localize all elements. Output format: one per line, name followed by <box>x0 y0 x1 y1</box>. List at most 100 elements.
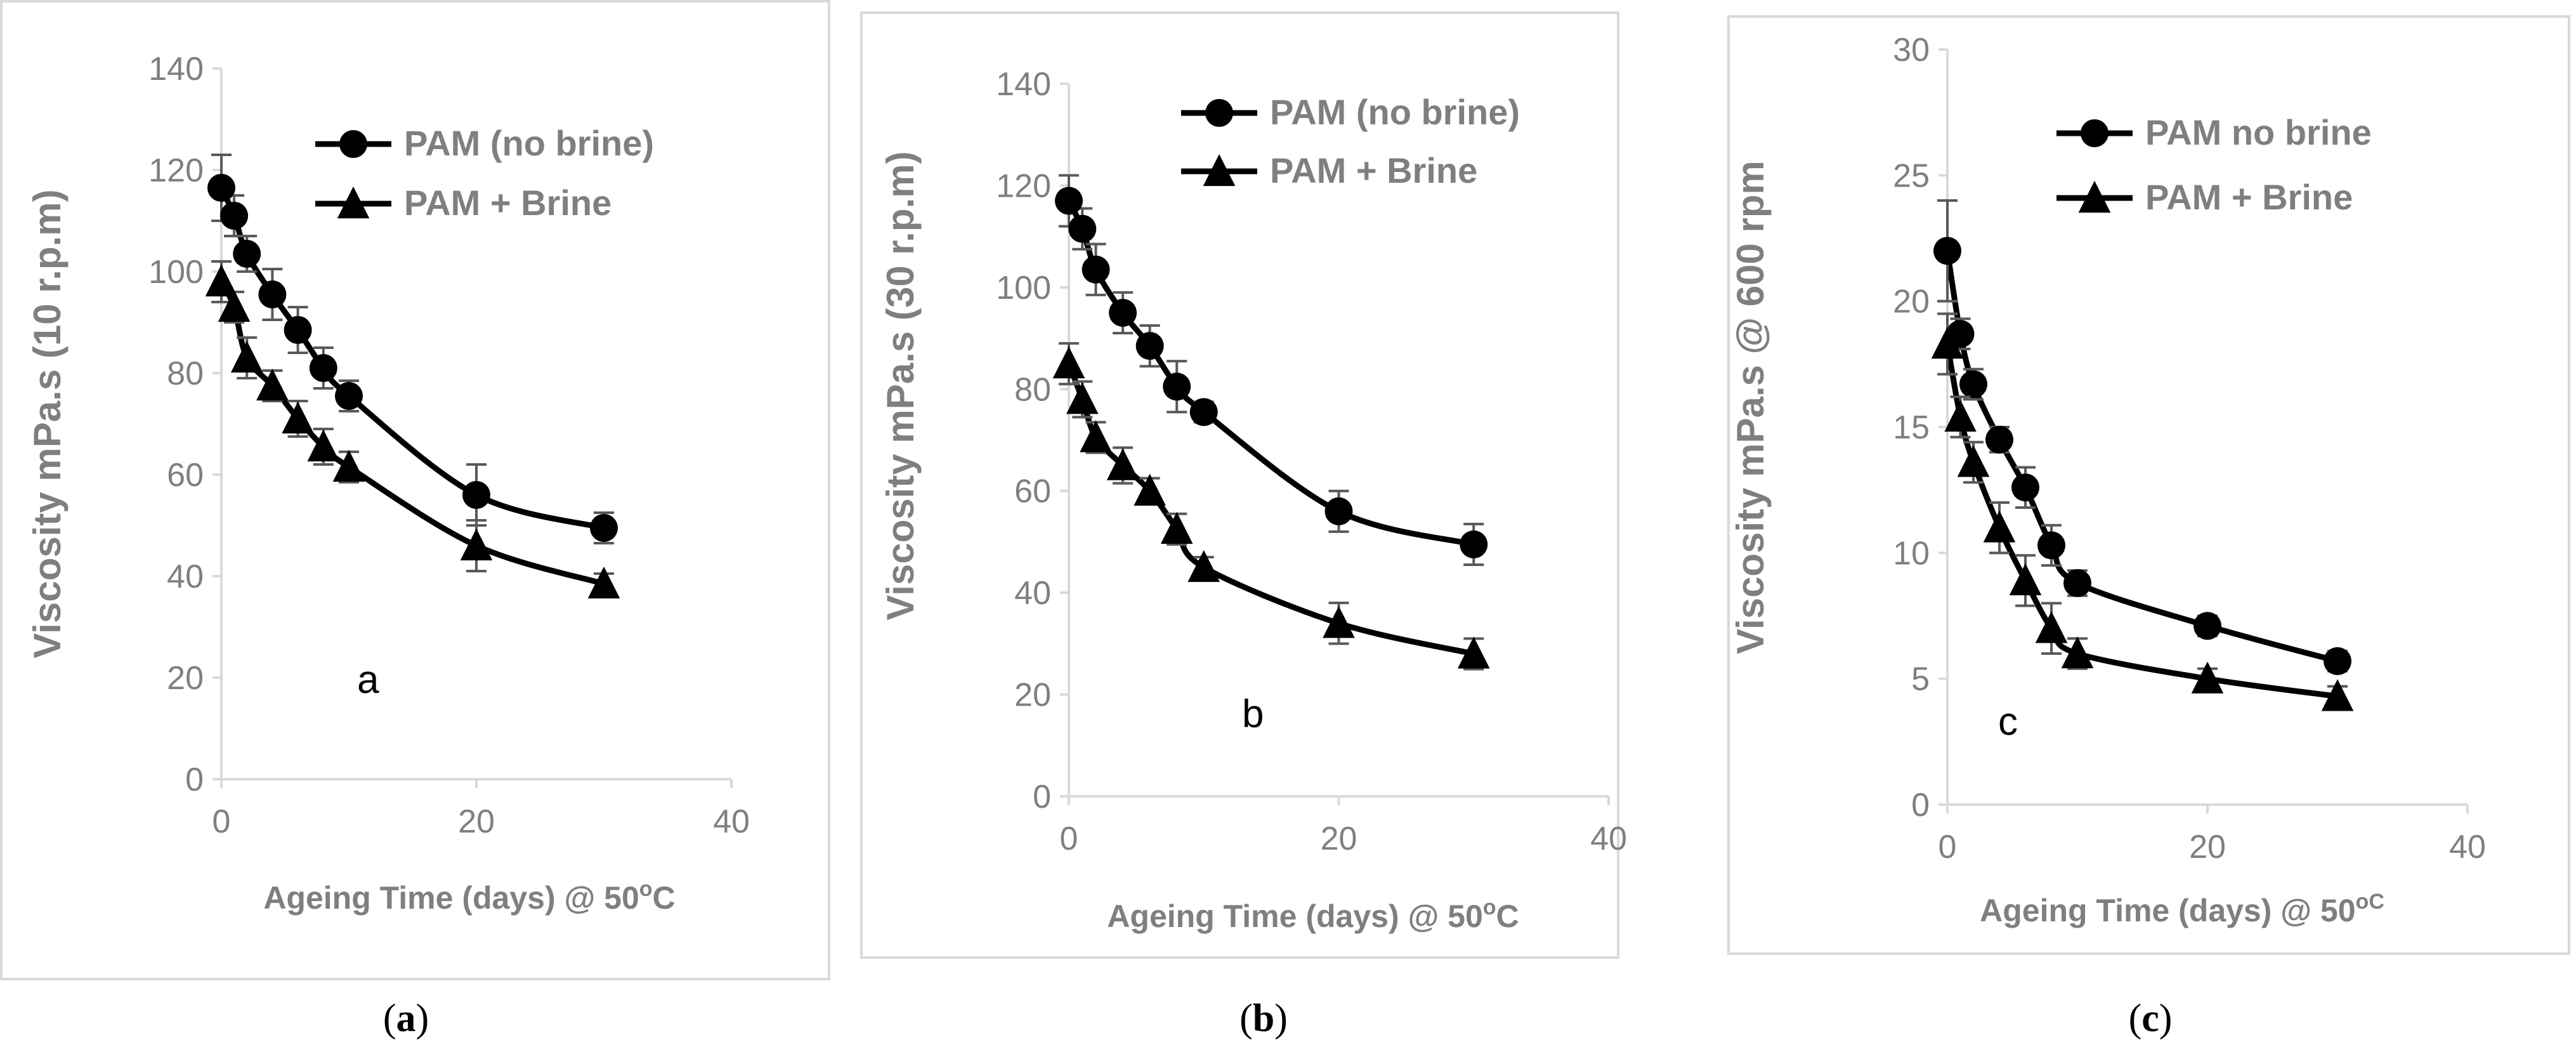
data-point <box>1959 370 1987 398</box>
legend-entry: PAM (no brine) <box>1270 92 1520 132</box>
y-tick-label: 20 <box>1014 677 1051 714</box>
data-point <box>1082 255 1110 284</box>
data-point <box>230 340 263 373</box>
panel-caption: (b) <box>1239 997 1288 1040</box>
data-point <box>1068 214 1097 243</box>
data-point <box>2063 569 2091 597</box>
data-point <box>2061 636 2094 669</box>
legend-marker-triangle <box>337 186 370 219</box>
legend-marker-circle <box>339 130 367 158</box>
data-point <box>335 382 363 410</box>
y-tick-label: 100 <box>148 254 204 291</box>
series-brine <box>1931 312 2354 711</box>
y-tick-label: 0 <box>185 761 204 798</box>
chart-frame <box>860 11 1619 959</box>
data-point <box>256 368 289 401</box>
y-tick-label: 15 <box>1893 409 1930 446</box>
data-point <box>1457 636 1490 669</box>
y-tick-label: 140 <box>996 66 1051 103</box>
panel-inner-label: c <box>1998 700 2018 744</box>
data-point <box>1323 606 1355 638</box>
chart-frame <box>0 0 830 980</box>
legend-marker-triangle <box>2078 180 2111 213</box>
data-point <box>258 280 287 308</box>
data-point <box>1163 372 1191 401</box>
y-tick-label: 60 <box>1014 473 1051 510</box>
y-tick-label: 60 <box>167 457 204 494</box>
data-point <box>2191 661 2224 694</box>
data-point <box>2194 612 2221 640</box>
legend-entry: PAM no brine <box>2145 112 2372 152</box>
y-tick-label: 40 <box>1014 575 1051 612</box>
data-point <box>233 240 261 268</box>
data-point <box>1055 187 1083 215</box>
chart-panel-b: 0 20 40 60 80 100 120 140 0 20 40 Viscosity mPa.s (… <box>860 11 1627 1040</box>
data-point <box>205 264 238 297</box>
data-point <box>1983 510 2016 543</box>
y-tick-label: 20 <box>1893 284 1930 320</box>
y-tick-label: 140 <box>148 51 204 88</box>
data-point <box>587 566 620 599</box>
data-point <box>1109 298 1137 327</box>
x-axis-label: Ageing Time (days) @ 50oC <box>1980 890 2384 928</box>
data-point <box>1944 400 1977 432</box>
data-point <box>220 202 249 230</box>
series-brine <box>1052 342 1490 671</box>
panel-caption: (a) <box>383 997 429 1040</box>
panel-inner-label: b <box>1242 692 1264 736</box>
data-point <box>2035 611 2068 643</box>
legend-entry: PAM + Brine <box>1270 150 1477 190</box>
x-axis-label: Ageing Time (days) @ 50oC <box>1107 895 1519 934</box>
chart-panel-c: 0 5 10 15 20 25 30 0 20 40 Viscosity mPa.s @ 600 r… <box>1727 15 2570 1040</box>
data-point <box>460 528 493 561</box>
data-point <box>1134 473 1166 506</box>
data-point <box>1460 530 1488 558</box>
panel-caption: (c) <box>2129 997 2173 1040</box>
data-point <box>309 354 337 382</box>
x-tick-label: 0 <box>1939 829 1957 866</box>
data-point <box>2009 563 2042 596</box>
data-point <box>1080 420 1112 452</box>
data-point <box>2321 679 2354 711</box>
y-tick-label: 25 <box>1893 157 1930 194</box>
y-axis-label: Viscosity mPa.s @ 600 rpm <box>1729 161 1772 654</box>
y-tick-label: 120 <box>996 168 1051 204</box>
legend-entry: PAM + Brine <box>404 183 611 223</box>
data-point <box>1160 511 1193 544</box>
y-tick-label: 30 <box>1893 32 1930 69</box>
legend-marker-circle <box>1205 99 1233 127</box>
data-point <box>307 429 340 462</box>
x-tick-label: 40 <box>2449 829 2486 866</box>
data-point <box>1933 237 1961 265</box>
data-point <box>332 449 365 482</box>
x-tick-label: 40 <box>1590 820 1627 857</box>
y-tick-label: 120 <box>148 152 204 189</box>
series-no-brine <box>207 154 618 544</box>
legend-entry: PAM (no brine) <box>404 123 654 163</box>
data-point <box>1985 425 2013 454</box>
y-tick-label: 0 <box>1911 787 1930 824</box>
legend-marker-circle <box>2081 119 2109 147</box>
data-point <box>2324 647 2351 675</box>
data-point <box>1052 346 1085 379</box>
data-point <box>462 481 490 509</box>
data-point <box>1135 332 1164 360</box>
data-point <box>1931 327 1964 359</box>
data-point <box>282 401 314 434</box>
data-point <box>207 174 235 202</box>
data-point <box>1957 445 1990 477</box>
y-tick-label: 40 <box>167 558 204 595</box>
data-point <box>590 514 618 542</box>
data-point <box>1189 398 1218 426</box>
panel-inner-label: a <box>357 658 379 702</box>
data-point <box>2037 531 2065 560</box>
y-tick-label: 80 <box>167 355 204 392</box>
x-tick-label: 0 <box>212 803 231 840</box>
legend-marker-triangle <box>1203 154 1236 187</box>
y-tick-label: 10 <box>1893 535 1930 572</box>
x-tick-label: 40 <box>713 803 750 840</box>
x-tick-label: 20 <box>2189 829 2226 866</box>
chart-frame <box>1727 15 2570 955</box>
x-axis-label: Ageing Time (days) @ 50oC <box>263 877 675 916</box>
series-brine <box>205 260 620 599</box>
